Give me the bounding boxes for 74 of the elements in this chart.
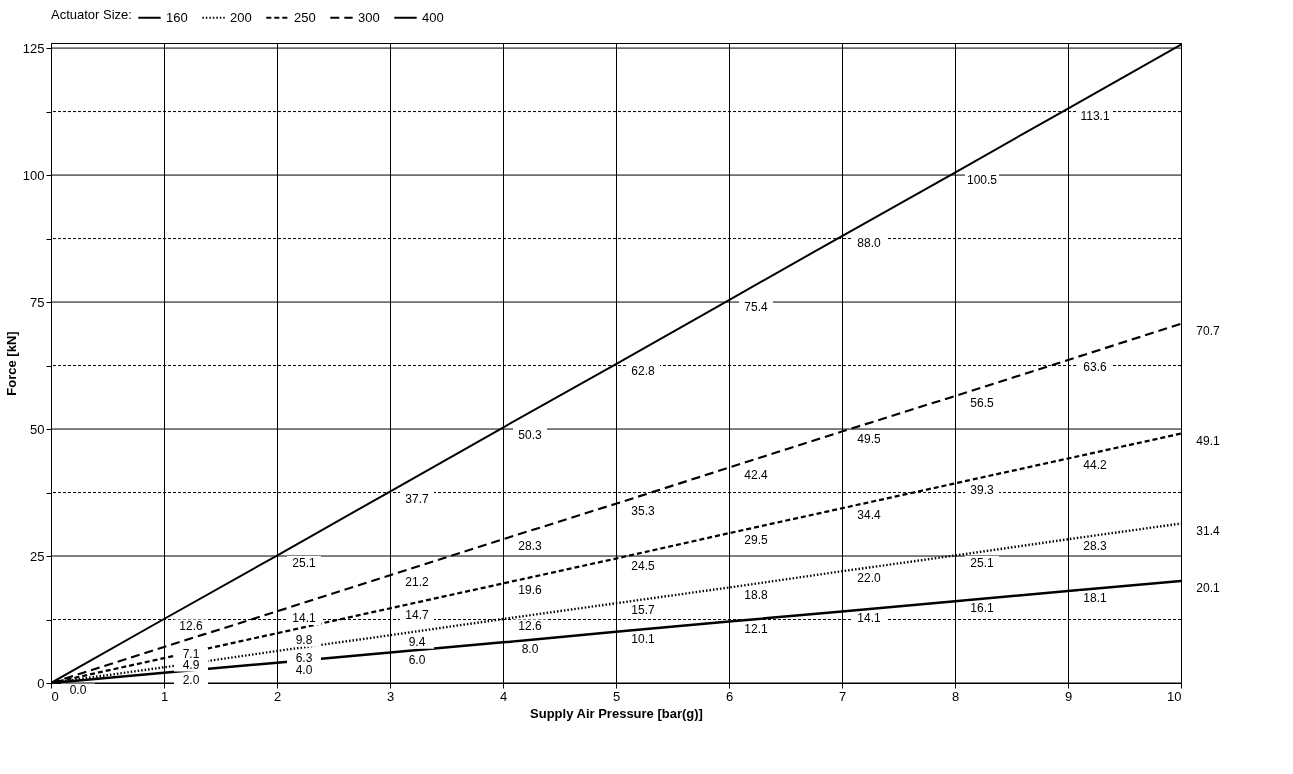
data-label: 14.1	[292, 611, 316, 626]
data-label: 56.5	[970, 396, 994, 411]
data-label: 7.1	[182, 646, 200, 661]
x-tick-label: 7	[838, 688, 847, 704]
x-axis-title: Supply Air Pressure [bar(g)]	[530, 705, 703, 721]
data-label: 62.8	[631, 364, 655, 379]
data-label: 15.7	[631, 603, 655, 618]
y-axis-title: Force [kN]	[3, 331, 19, 396]
data-label: 9.8	[295, 633, 313, 648]
legend-title: Actuator Size:	[51, 7, 132, 22]
data-label: 39.3	[970, 483, 994, 498]
x-tick-label: 1	[160, 688, 169, 704]
data-label: 63.6	[1083, 359, 1107, 374]
data-label: 12.6	[179, 619, 203, 633]
data-label: 25.1	[970, 555, 994, 570]
data-label: 10.1	[631, 631, 655, 646]
data-label: 9.4	[408, 635, 426, 650]
data-label: 0.0	[69, 683, 87, 697]
data-label: 24.5	[631, 558, 655, 573]
data-label: 37.7	[405, 491, 429, 506]
x-tick-label: 2	[273, 688, 282, 704]
data-label: 2.0	[182, 672, 200, 687]
data-label: 4.0	[295, 662, 313, 677]
data-label: 16.1	[970, 601, 994, 616]
y-tick-label: 25	[30, 548, 45, 564]
data-label: 4.9	[182, 658, 200, 673]
data-label: 8.0	[521, 642, 539, 657]
data-label: 28.3	[1083, 539, 1107, 554]
y-tick-label: 125	[22, 40, 45, 56]
data-label: 21.2	[405, 575, 429, 590]
data-label: 25.1	[292, 555, 316, 570]
data-label: 44.2	[1083, 458, 1107, 473]
data-label: 18.1	[1083, 591, 1107, 606]
legend-label: 250	[294, 9, 316, 25]
y-tick-label: 100	[22, 167, 45, 183]
legend-label: 300	[358, 9, 380, 25]
data-label: 88.0	[857, 236, 881, 251]
x-tick-label: 10	[1167, 688, 1182, 704]
x-tick-label: 5	[612, 688, 621, 704]
data-label: 18.8	[744, 587, 768, 602]
x-tick-label: 3	[386, 688, 395, 704]
data-label: 6.3	[295, 651, 313, 665]
data-label: 19.6	[518, 583, 542, 598]
data-label: 31.4	[1196, 523, 1220, 538]
data-label: 28.3	[518, 539, 542, 554]
data-label: 35.3	[631, 503, 655, 518]
data-label: 49.5	[857, 431, 881, 446]
x-tick-label: 4	[499, 688, 508, 704]
data-label: 6.0	[408, 652, 426, 667]
data-label: 75.4	[744, 300, 768, 315]
x-tick-label: 6	[725, 688, 734, 704]
data-label: 50.3	[518, 427, 542, 442]
x-tick-label: 0	[51, 688, 59, 704]
data-label: 14.1	[857, 611, 881, 626]
legend-label: 400	[422, 9, 444, 25]
x-tick-label: 9	[1064, 688, 1073, 704]
y-tick-label: 0	[37, 675, 45, 691]
data-label: 29.5	[744, 533, 768, 548]
data-label: 100.5	[966, 172, 998, 187]
data-label: 70.7	[1196, 323, 1220, 338]
data-label: 22.0	[857, 571, 881, 586]
data-label: 12.6	[518, 619, 542, 633]
data-label: 113.1	[1080, 108, 1110, 123]
legend-label: 160	[166, 9, 188, 25]
data-label: 49.1	[1196, 433, 1220, 448]
y-tick-label: 50	[30, 421, 45, 437]
data-label: 42.4	[744, 467, 768, 482]
y-tick-label: 75	[30, 294, 45, 310]
data-label: 34.4	[857, 508, 881, 523]
legend-label: 200	[230, 9, 252, 25]
data-label: 20.1	[1196, 580, 1220, 595]
data-label: 14.7	[405, 608, 429, 623]
data-label: 12.1	[744, 621, 768, 636]
x-tick-label: 8	[951, 688, 960, 704]
